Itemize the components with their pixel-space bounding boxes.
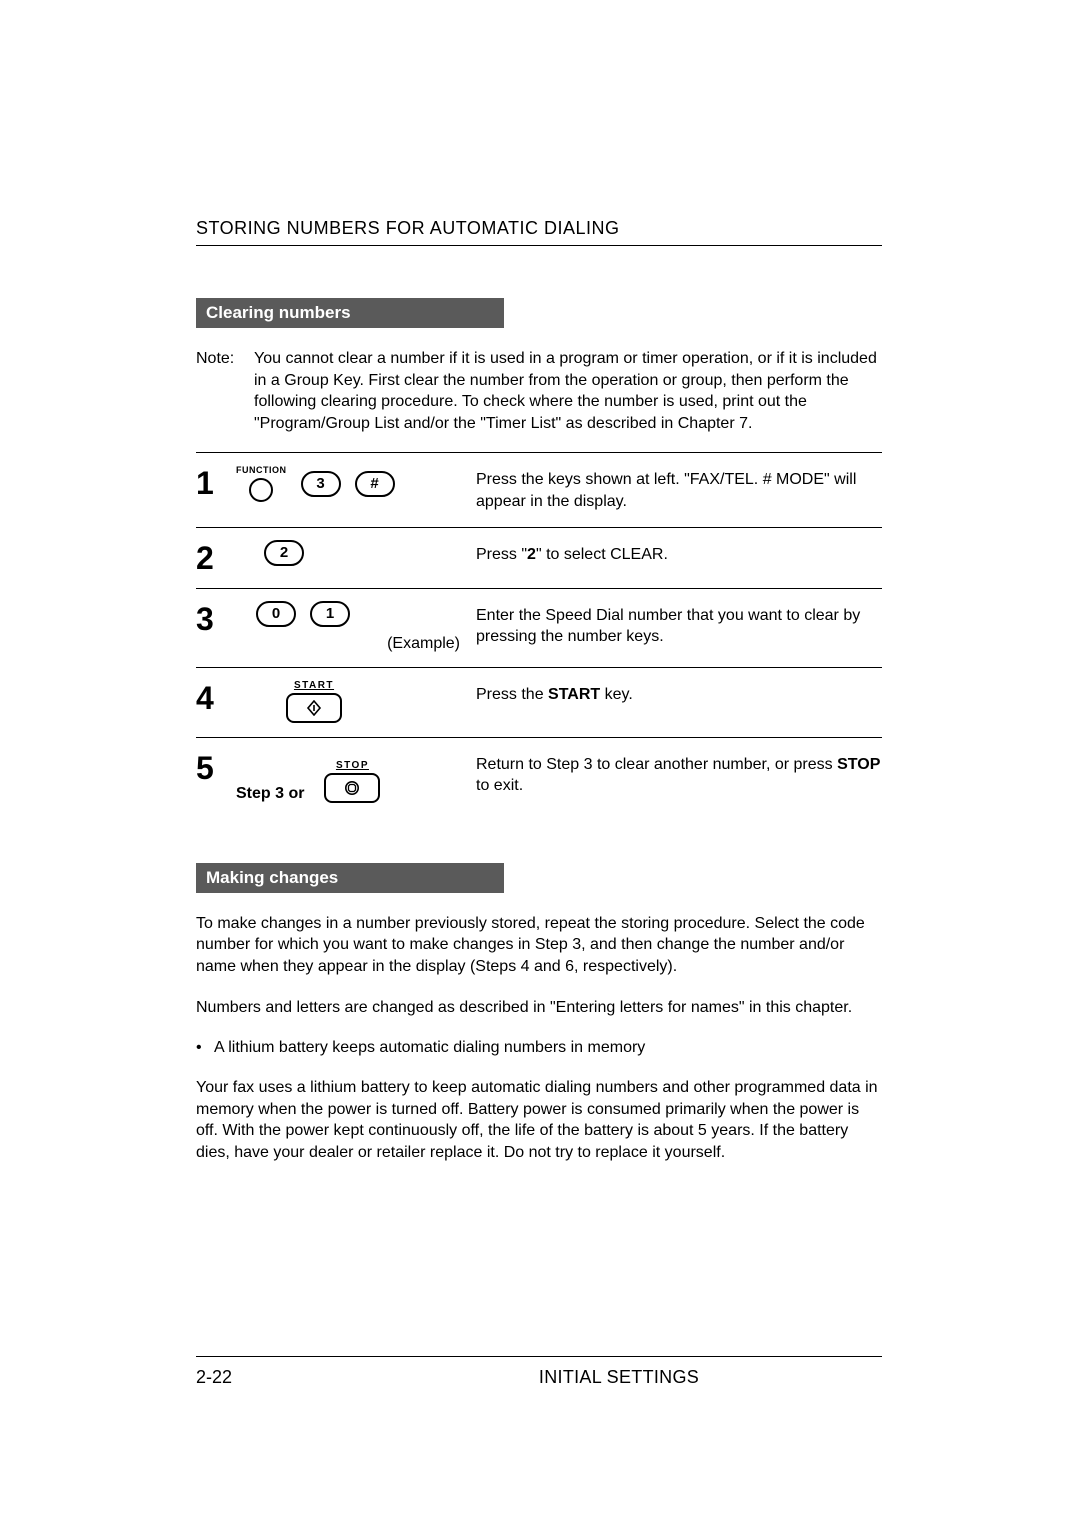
step-row: 4 START Press the START key. xyxy=(196,668,882,738)
key-3: 3 xyxy=(301,471,341,497)
footer-title: INITIAL SETTINGS xyxy=(356,1367,882,1388)
note-block: Note: You cannot clear a number if it is… xyxy=(196,348,882,434)
page-number: 2-22 xyxy=(196,1367,356,1388)
stop-key-label: STOP xyxy=(336,760,369,771)
key-2: 2 xyxy=(264,540,304,566)
text-part: key. xyxy=(600,686,633,703)
step-number: 5 xyxy=(196,748,236,784)
key-hash: # xyxy=(355,471,395,497)
page-header: STORING NUMBERS FOR AUTOMATIC DIALING xyxy=(196,218,882,246)
page-footer: 2-22 INITIAL SETTINGS xyxy=(196,1356,882,1388)
text-part: Return to Step 3 to clear another number… xyxy=(476,756,837,773)
text-bold: START xyxy=(548,686,600,703)
text-part: " to select CLEAR. xyxy=(536,546,668,563)
step-keys: FUNCTION 3 # xyxy=(236,463,476,502)
note-body: You cannot clear a number if it is used … xyxy=(254,348,882,434)
start-key-label: START xyxy=(294,680,334,691)
function-key-label: FUNCTION xyxy=(236,465,287,475)
paragraph: Your fax uses a lithium battery to keep … xyxy=(196,1077,882,1163)
text-bold: STOP xyxy=(837,756,880,773)
note-label: Note: xyxy=(196,348,254,434)
step-text: Return to Step 3 to clear another number… xyxy=(476,748,882,797)
function-key: FUNCTION xyxy=(236,465,287,502)
paragraph: Numbers and letters are changed as descr… xyxy=(196,997,882,1019)
text-part: Press the xyxy=(476,686,548,703)
text-bold: 2 xyxy=(527,546,536,563)
step-row: 2 2 Press "2" to select CLEAR. xyxy=(196,528,882,589)
page-content: STORING NUMBERS FOR AUTOMATIC DIALING Cl… xyxy=(196,218,882,1183)
step-number: 1 xyxy=(196,463,236,499)
bullet-item: • A lithium battery keeps automatic dial… xyxy=(196,1039,882,1057)
step-number: 2 xyxy=(196,538,236,574)
key-0: 0 xyxy=(256,601,296,627)
step3-or-label: Step 3 or xyxy=(236,785,304,803)
step-keys: 0 1 (Example) xyxy=(236,599,476,653)
example-label: (Example) xyxy=(387,635,460,652)
paragraph: To make changes in a number previously s… xyxy=(196,913,882,978)
step-number: 4 xyxy=(196,678,236,714)
section-title-clearing: Clearing numbers xyxy=(196,298,504,328)
bullet-text: A lithium battery keeps automatic dialin… xyxy=(214,1039,645,1057)
section-title-making: Making changes xyxy=(196,863,504,893)
step-row: 3 0 1 (Example) Enter the Speed Dial num… xyxy=(196,589,882,668)
step-row: 5 Step 3 or STOP Return to Step 3 to cle… xyxy=(196,738,882,817)
step-text: Press "2" to select CLEAR. xyxy=(476,538,882,566)
step-text: Enter the Speed Dial number that you wan… xyxy=(476,599,882,648)
stop-key-icon xyxy=(324,773,380,803)
start-key-icon xyxy=(286,693,342,723)
step-keys: Step 3 or STOP xyxy=(236,748,476,803)
step-number: 3 xyxy=(196,599,236,635)
text-part: to exit. xyxy=(476,777,523,794)
text-part: Press " xyxy=(476,546,527,563)
step-row: 1 FUNCTION 3 # Press the keys shown at l… xyxy=(196,453,882,527)
bullet-icon: • xyxy=(196,1039,214,1057)
start-key: START xyxy=(286,680,342,723)
stop-key: STOP xyxy=(324,760,380,803)
step-text: Press the keys shown at left. "FAX/TEL. … xyxy=(476,463,882,512)
key-1: 1 xyxy=(310,601,350,627)
step-keys: 2 xyxy=(236,538,476,566)
step-keys: START xyxy=(236,678,476,723)
function-key-icon xyxy=(249,478,273,502)
step-text: Press the START key. xyxy=(476,678,882,706)
